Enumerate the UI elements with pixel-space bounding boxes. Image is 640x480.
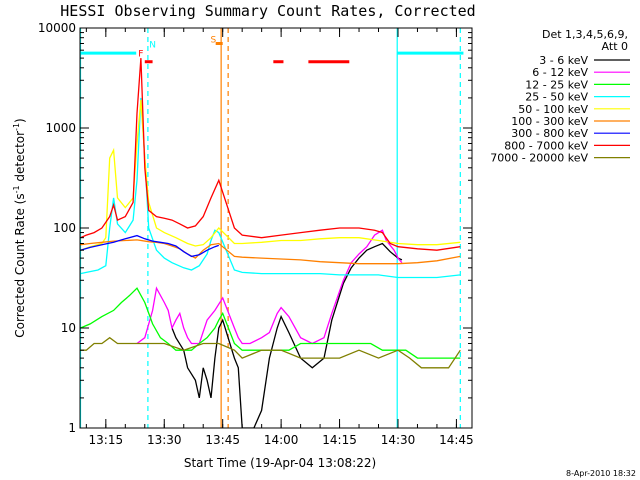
x-tick-label: 14:00 [264,433,299,447]
legend-entry-label: 300 - 800 keV [511,127,588,140]
y-tick-label: 100 [53,221,76,235]
y-axis-ticks: 1 10 100 1000 10000 [38,21,472,435]
y-tick-label: 10 [61,321,76,335]
x-tick-label: 14:30 [381,433,416,447]
x-tick-label: 13:15 [89,433,124,447]
x-tick-label: 14:45 [439,433,474,447]
chart-title: HESSI Observing Summary Count Rates, Cor… [60,2,475,20]
series-line [80,239,461,265]
legend-header-line2: Att 0 [602,40,628,53]
series-line [80,336,461,369]
series-line [80,287,461,359]
y-label-part3: ) [13,118,27,123]
legend-entry-label: 50 - 100 keV [518,103,588,116]
legend-header-line1: Det 1,3,4,5,6,9, [542,28,628,41]
x-axis-ticks: 13:15 13:30 13:45 14:00 14:15 14:30 14:45 [85,28,474,447]
y-label-sup2: -1 [12,123,21,131]
y-tick-label: 1 [68,421,76,435]
series-line [136,229,403,345]
legend-entry-label: 3 - 6 keV [539,54,588,67]
series-line [171,242,403,428]
footer-timestamp: 8-Apr-2010 18:32 [566,469,636,478]
y-tick-label: 10000 [38,21,76,35]
flag-bars [80,41,464,64]
series-line [80,58,461,251]
series-line [80,234,220,258]
series-lines [80,58,461,428]
flag-marker-label: N [149,40,156,50]
x-tick-label: 13:30 [147,433,182,447]
flag-marker-label: S [210,35,216,45]
flag-markers: FN S [138,35,216,59]
x-tick-label: 14:15 [322,433,357,447]
legend-entry-label: 7000 - 20000 keV [490,152,588,165]
y-tick-label: 1000 [45,121,76,135]
flag-vlines [79,28,461,428]
legend-entry-label: 25 - 50 keV [525,91,588,104]
x-axis-label: Start Time (19-Apr-04 13:08:22) [184,456,376,470]
y-label-part2: detector [13,131,27,186]
y-axis-label: Corrected Count Rate (s-1 detector-1) [12,118,27,337]
legend-entry-label: 12 - 25 keV [525,78,588,91]
legend-entry-label: 100 - 300 keV [511,115,588,128]
y-label-part1: Corrected Count Rate (s [13,193,27,337]
y-label-sup1: -1 [12,185,21,193]
legend-entry-label: 800 - 7000 keV [504,139,588,152]
x-tick-label: 13:45 [205,433,240,447]
legend-entry-label: 6 - 12 keV [532,66,588,79]
series-line [80,100,461,251]
flag-marker-label: F [138,49,143,59]
